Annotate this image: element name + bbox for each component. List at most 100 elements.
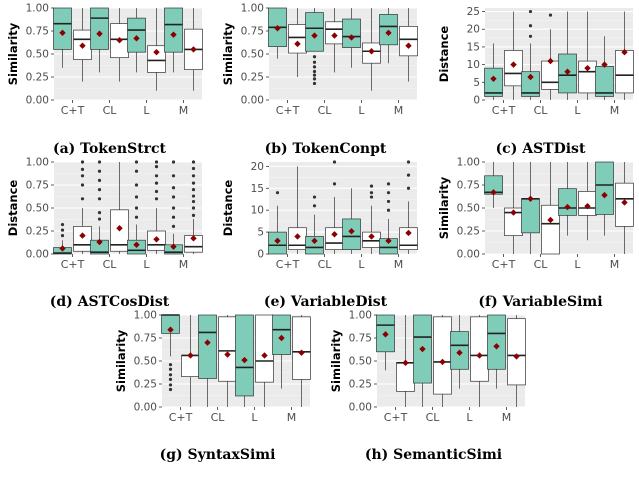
mean-marker-d <box>190 235 197 242</box>
box-second-e <box>399 227 418 250</box>
x-tick-label-b: M <box>394 104 404 117</box>
y-tick-label-g: 1.00 <box>134 310 157 322</box>
x-tick-label-h: L <box>466 411 473 424</box>
mean-marker-d <box>79 232 86 239</box>
mean-marker-b <box>385 29 392 37</box>
box-second-c <box>504 50 523 87</box>
box-first-a <box>53 7 72 50</box>
mean-marker-h <box>476 352 483 359</box>
y-axis-label-a: Similarity <box>6 22 20 85</box>
mean-marker-b <box>368 48 375 55</box>
caption-a: (a) TokenStrct <box>52 141 167 157</box>
outlier-point-g <box>168 373 173 377</box>
box-second-d <box>73 226 92 252</box>
outlier-point-d <box>191 206 196 210</box>
outlier-point-g <box>168 367 173 371</box>
outlier-point-g <box>168 383 173 387</box>
x-tick-label-h: M <box>502 411 512 424</box>
y-tick-label-c: 10 <box>467 59 480 71</box>
mean-marker-a <box>153 48 160 56</box>
box-first-b <box>379 14 398 46</box>
x-tick-label-f: M <box>610 258 620 271</box>
mean-marker-b <box>405 42 412 49</box>
y-tick-label-e: 20 <box>251 161 264 173</box>
outlier-point-b <box>312 55 317 59</box>
y-tick-label-h: 0.75 <box>349 333 372 345</box>
outlier-point-e <box>312 195 317 199</box>
outlier-point-d <box>191 194 196 198</box>
y-axis-label-f: Similarity <box>437 176 451 239</box>
mean-marker-c <box>621 49 628 56</box>
mean-marker-c <box>527 73 534 81</box>
box-second-b <box>288 24 307 54</box>
box-second-c <box>541 60 560 90</box>
y-tick-label-g: 0.50 <box>134 356 157 368</box>
mean-marker-g <box>187 352 194 359</box>
outlier-point-d <box>80 167 85 171</box>
y-tick-label-e: 0 <box>257 249 264 261</box>
outlier-point-d <box>97 160 102 164</box>
y-tick-label-a: 0.50 <box>26 49 49 61</box>
mean-marker-h <box>419 345 426 353</box>
outlier-point-d <box>154 165 159 169</box>
mean-marker-c <box>510 61 517 68</box>
mean-marker-a <box>133 35 140 42</box>
x-tick-label-f: CL <box>534 258 549 271</box>
outlier-point-d <box>134 215 139 219</box>
box-second-h <box>507 318 526 386</box>
y-tick-label-e: 10 <box>251 205 264 217</box>
y-axis-label-h: Similarity <box>329 329 343 392</box>
outlier-point-d <box>80 160 85 164</box>
mean-marker-f <box>621 199 628 206</box>
outlier-point-d <box>97 188 102 192</box>
outlier-point-d <box>134 206 139 210</box>
box-first-f <box>558 188 577 216</box>
outlier-point-d <box>97 217 102 221</box>
mean-marker-c <box>584 64 591 72</box>
outlier-point-d <box>171 215 176 219</box>
outlier-point-d <box>60 228 65 232</box>
outlier-point-d <box>191 160 196 164</box>
y-tick-label-b: 0.00 <box>241 95 264 107</box>
mean-marker-a <box>59 29 66 37</box>
y-tick-label-d: 0.25 <box>26 226 49 238</box>
x-tick-label-g: C+T <box>169 411 193 424</box>
y-axis-label-d: Distance <box>6 180 20 237</box>
y-tick-label-c: 25 <box>467 6 480 18</box>
outlier-point-d <box>97 211 102 215</box>
outlier-point-d <box>191 199 196 204</box>
x-tick-label-b: L <box>358 104 365 117</box>
x-tick-label-c: L <box>574 104 581 117</box>
outlier-point-b <box>312 73 317 77</box>
y-tick-label-g: 0.00 <box>134 402 157 414</box>
y-tick-label-e: 15 <box>251 183 264 195</box>
x-tick-label-g: L <box>251 411 258 424</box>
x-tick-label-f: C+T <box>492 258 516 271</box>
box-second-b <box>399 26 418 57</box>
box-first-f <box>521 198 540 234</box>
outlier-point-e <box>369 191 374 195</box>
outlier-point-d <box>171 160 176 164</box>
box-first-b <box>305 12 324 52</box>
caption-f: (f) VariableSimi <box>478 294 603 310</box>
mean-marker-a <box>79 42 86 49</box>
box-second-a <box>147 45 166 73</box>
panel-g: 0.00 0.25 0.50 0.75 1.00 C+T CL L M Similarity <box>114 310 311 424</box>
outlier-point-d <box>171 206 176 210</box>
mean-marker-e <box>385 237 392 245</box>
y-tick-label-e: 5 <box>257 227 264 239</box>
box-first-g <box>235 314 254 397</box>
box-first-c <box>521 71 540 97</box>
mean-marker-g <box>241 356 248 364</box>
outlier-point-b <box>312 65 317 69</box>
outlier-point-d <box>154 174 159 178</box>
mean-marker-d <box>96 238 103 246</box>
outlier-point-e <box>312 204 317 208</box>
outlier-point-d <box>97 169 102 173</box>
y-tick-label-h: 0.50 <box>349 356 372 368</box>
panel-c: 0 5 10 15 20 25 C+T CL L M Distance <box>437 6 634 117</box>
mean-marker-g <box>204 339 211 346</box>
box-second-g <box>255 314 274 383</box>
outlier-point-c <box>548 13 553 17</box>
